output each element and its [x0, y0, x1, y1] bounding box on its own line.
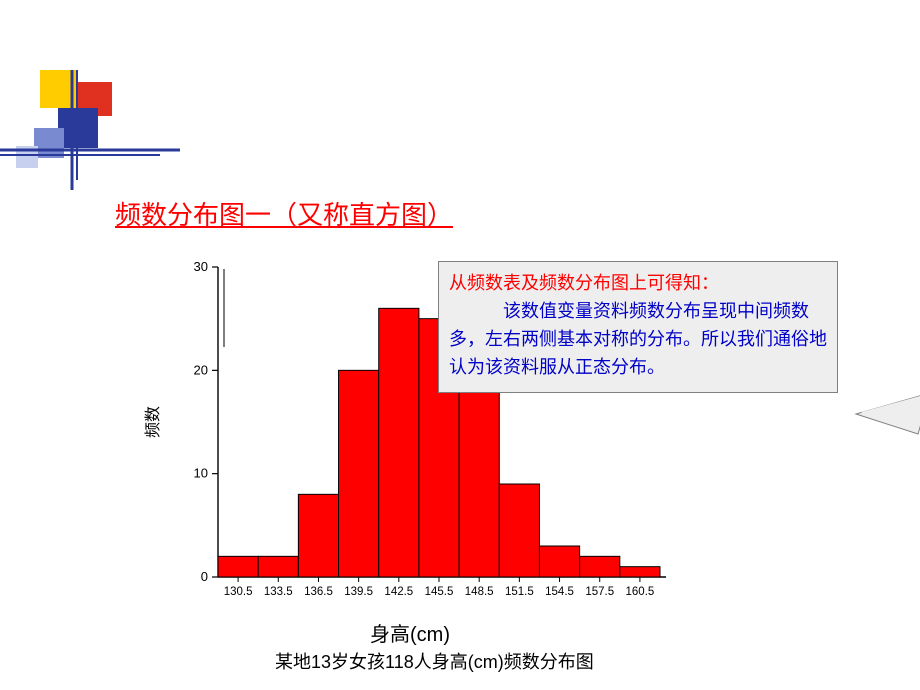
svg-text:0: 0 — [201, 569, 208, 584]
svg-text:136.5: 136.5 — [304, 586, 333, 598]
svg-text:20: 20 — [194, 362, 208, 377]
svg-text:130.5: 130.5 — [224, 586, 253, 598]
svg-text:30: 30 — [194, 259, 208, 274]
callout-body-text: 该数值变量资料频数分布呈现中间频数多，左右两侧基本对称的分布。所以我们通俗地认为… — [449, 301, 827, 377]
corner-decoration — [0, 70, 180, 190]
chart-caption: 某地13岁女孩118人身高(cm)频数分布图 — [275, 648, 594, 674]
svg-text:148.5: 148.5 — [465, 586, 494, 598]
svg-text:142.5: 142.5 — [384, 586, 413, 598]
svg-text:154.5: 154.5 — [545, 586, 574, 598]
svg-text:10: 10 — [194, 466, 208, 481]
callout-lead-text: 从频数表及频数分布图上可得知： — [449, 273, 719, 293]
explanation-callout: 从频数表及频数分布图上可得知： 该数值变量资料频数分布呈现中间频数多，左右两侧基… — [438, 261, 838, 393]
callout-body-indent — [449, 301, 503, 321]
svg-text:频数: 频数 — [144, 406, 162, 438]
svg-text:139.5: 139.5 — [344, 586, 373, 598]
svg-text:157.5: 157.5 — [585, 586, 614, 598]
callout-box: 从频数表及频数分布图上可得知： 该数值变量资料频数分布呈现中间频数多，左右两侧基… — [438, 261, 838, 393]
svg-text:133.5: 133.5 — [264, 586, 293, 598]
svg-text:160.5: 160.5 — [626, 586, 655, 598]
svg-text:151.5: 151.5 — [505, 586, 534, 598]
slide: 频数分布图一（又称直方图） 0 10 20 30 频数 130.5 133.5 136.5 13… — [0, 0, 920, 690]
x-axis-title: 身高(cm) — [370, 618, 450, 647]
svg-text:145.5: 145.5 — [425, 586, 454, 598]
chart-title: 频数分布图一（又称直方图） — [115, 195, 453, 232]
